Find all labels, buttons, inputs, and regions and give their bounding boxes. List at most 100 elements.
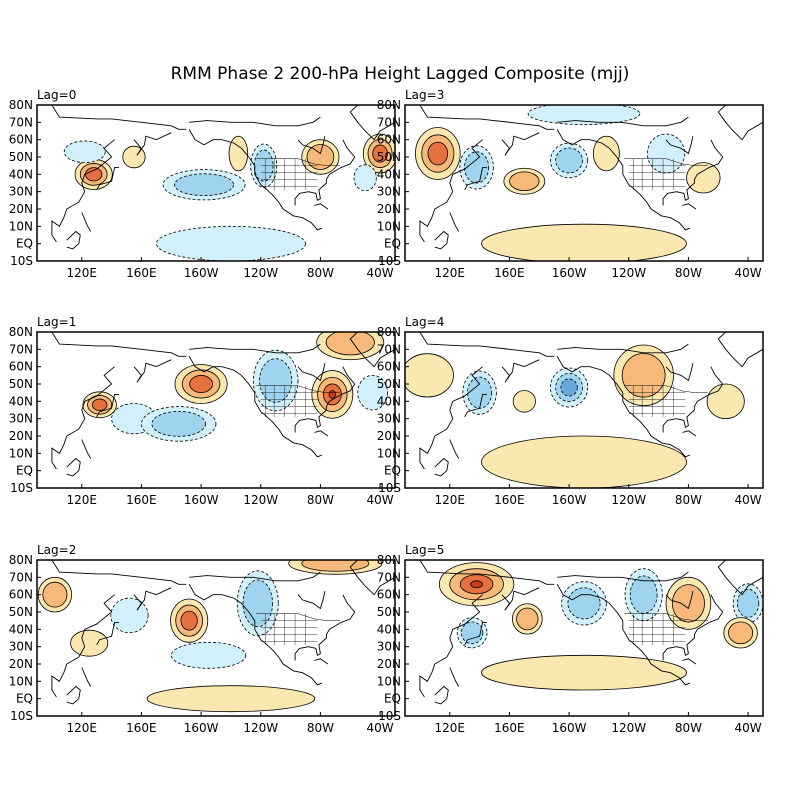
- lat-tick-label: 10N: [9, 446, 33, 460]
- negative-anomaly-5: [170, 641, 247, 669]
- negative-anomaly-3: [550, 142, 589, 179]
- lat-tick-label: 10N: [9, 674, 33, 688]
- lon-tick-label: 120E: [435, 266, 466, 280]
- lat-tick-label: 70N: [377, 342, 401, 356]
- lat-tick-label: 10N: [377, 446, 401, 460]
- lat-tick-label: 30N: [377, 412, 401, 426]
- lon-tick-label: 80W: [675, 721, 702, 735]
- positive-anomaly-2: [122, 145, 146, 169]
- negative-anomaly-8: [353, 164, 377, 192]
- negative-anomaly-8: [527, 105, 641, 125]
- coastline: [51, 560, 395, 705]
- lon-tick-label: 120E: [67, 721, 98, 735]
- panel-frame: [36, 559, 396, 717]
- lat-tick-label: 70N: [377, 570, 401, 584]
- lon-tick-label: 120W: [243, 721, 278, 735]
- negative-anomaly-1: [462, 370, 497, 415]
- negative-anomaly-6: [732, 583, 763, 624]
- lat-tick-label: 80N: [377, 98, 401, 112]
- positive-anomaly-0: [405, 353, 454, 398]
- lon-tick-label: 120E: [67, 493, 98, 507]
- lon-tick-label: 80W: [307, 266, 334, 280]
- panel-lag-label: Lag=0: [37, 88, 76, 102]
- lat-tick-label: 30N: [377, 185, 401, 199]
- lon-tick-label: 160W: [184, 721, 219, 735]
- positive-anomaly-5: [311, 370, 354, 419]
- panel-frame: [404, 331, 764, 489]
- lat-tick-label: 80N: [9, 553, 33, 567]
- negative-anomaly-9: [155, 225, 306, 261]
- positive-anomaly-0: [37, 576, 73, 613]
- panel-lag-label: Lag=5: [405, 543, 444, 557]
- lat-tick-label: 10N: [377, 219, 401, 233]
- lat-tick-label: 10S: [378, 709, 401, 723]
- lon-tick-label: 120E: [435, 721, 466, 735]
- panel-lag-label: Lag=3: [405, 88, 444, 102]
- lat-tick-label: 30N: [9, 185, 33, 199]
- lat-tick-label: 10S: [10, 254, 33, 268]
- lat-tick-label: 60N: [377, 360, 401, 374]
- lat-tick-label: 10S: [378, 481, 401, 495]
- panel-frame: [404, 104, 764, 262]
- lat-tick-label: 80N: [9, 325, 33, 339]
- lon-tick-label: 160E: [494, 266, 525, 280]
- lon-tick-label: 160E: [126, 266, 157, 280]
- lat-tick-label: 60N: [9, 133, 33, 147]
- panel-lag-label: Lag=1: [37, 315, 76, 329]
- lat-tick-label: 20N: [377, 202, 401, 216]
- lat-tick-label: 50N: [377, 605, 401, 619]
- positive-anomaly-0: [74, 158, 113, 190]
- lat-tick-label: 50N: [377, 150, 401, 164]
- positive-anomaly-3: [174, 364, 228, 404]
- lat-tick-label: 50N: [9, 150, 33, 164]
- positive-anomaly-0: [82, 391, 117, 419]
- panel-frame: [404, 559, 764, 717]
- lat-tick-label: 60N: [9, 360, 33, 374]
- map-panel-2: Lag=1 80N 70N 60N 50N 40N 30N 20N 10N EQ 10S 120E 16…: [9, 315, 396, 507]
- lat-tick-label: EQ: [384, 692, 401, 706]
- lon-tick-label: 160W: [552, 493, 587, 507]
- lat-tick-label: EQ: [384, 237, 401, 251]
- positive-anomaly-7: [362, 133, 395, 174]
- lat-tick-label: 80N: [377, 325, 401, 339]
- lat-tick-label: 70N: [9, 115, 33, 129]
- negative-anomaly-2: [110, 597, 149, 634]
- map-panel-5: Lag=5 80N 70N 60N 50N 40N 30N 20N 10N EQ 10S 120E 16…: [377, 543, 764, 735]
- lon-tick-label: 160E: [126, 721, 157, 735]
- positive-anomaly-4: [592, 135, 620, 172]
- negative-anomaly-4: [624, 568, 663, 622]
- lat-tick-label: 40N: [9, 394, 33, 408]
- positive-anomaly-5: [228, 135, 249, 172]
- coastline: [419, 332, 763, 477]
- lat-tick-label: EQ: [16, 692, 33, 706]
- map-panel-4: Lag=2 80N 70N 60N 50N 40N 30N 20N 10N EQ 10S 120E 16…: [9, 543, 396, 735]
- lat-tick-label: 70N: [9, 342, 33, 356]
- lon-tick-label: 120W: [611, 721, 646, 735]
- positive-anomaly-6: [686, 162, 721, 194]
- coastline: [51, 105, 395, 250]
- lat-tick-label: 20N: [9, 429, 33, 443]
- negative-anomaly-3: [550, 367, 589, 408]
- lat-tick-label: 80N: [377, 553, 401, 567]
- map-panel-3: Lag=4 80N 70N 60N 50N 40N 30N 20N 10N EQ 10S 120E 16…: [377, 315, 764, 507]
- lon-tick-label: 120E: [67, 266, 98, 280]
- panel-lag-label: Lag=2: [37, 543, 76, 557]
- lat-tick-label: 20N: [9, 657, 33, 671]
- lon-tick-label: 80W: [307, 493, 334, 507]
- lon-tick-label: 160E: [126, 493, 157, 507]
- lon-tick-label: 160W: [552, 266, 587, 280]
- map-panel-1: Lag=3 80N 70N 60N 50N 40N 30N 20N 10N EQ 10S 120E 16…: [377, 88, 764, 280]
- lat-tick-label: 40N: [377, 622, 401, 636]
- negative-anomaly-2: [141, 406, 217, 442]
- lon-tick-label: 40W: [367, 493, 394, 507]
- panel-frame: [36, 104, 396, 262]
- lat-tick-label: 50N: [9, 605, 33, 619]
- lon-tick-label: 120E: [435, 493, 466, 507]
- positive-anomaly-4: [613, 344, 674, 407]
- lat-tick-label: 70N: [377, 115, 401, 129]
- negative-anomaly-1: [459, 145, 494, 190]
- positive-anomaly-5: [706, 383, 745, 420]
- lat-tick-label: 10S: [378, 254, 401, 268]
- lon-tick-label: 40W: [367, 721, 394, 735]
